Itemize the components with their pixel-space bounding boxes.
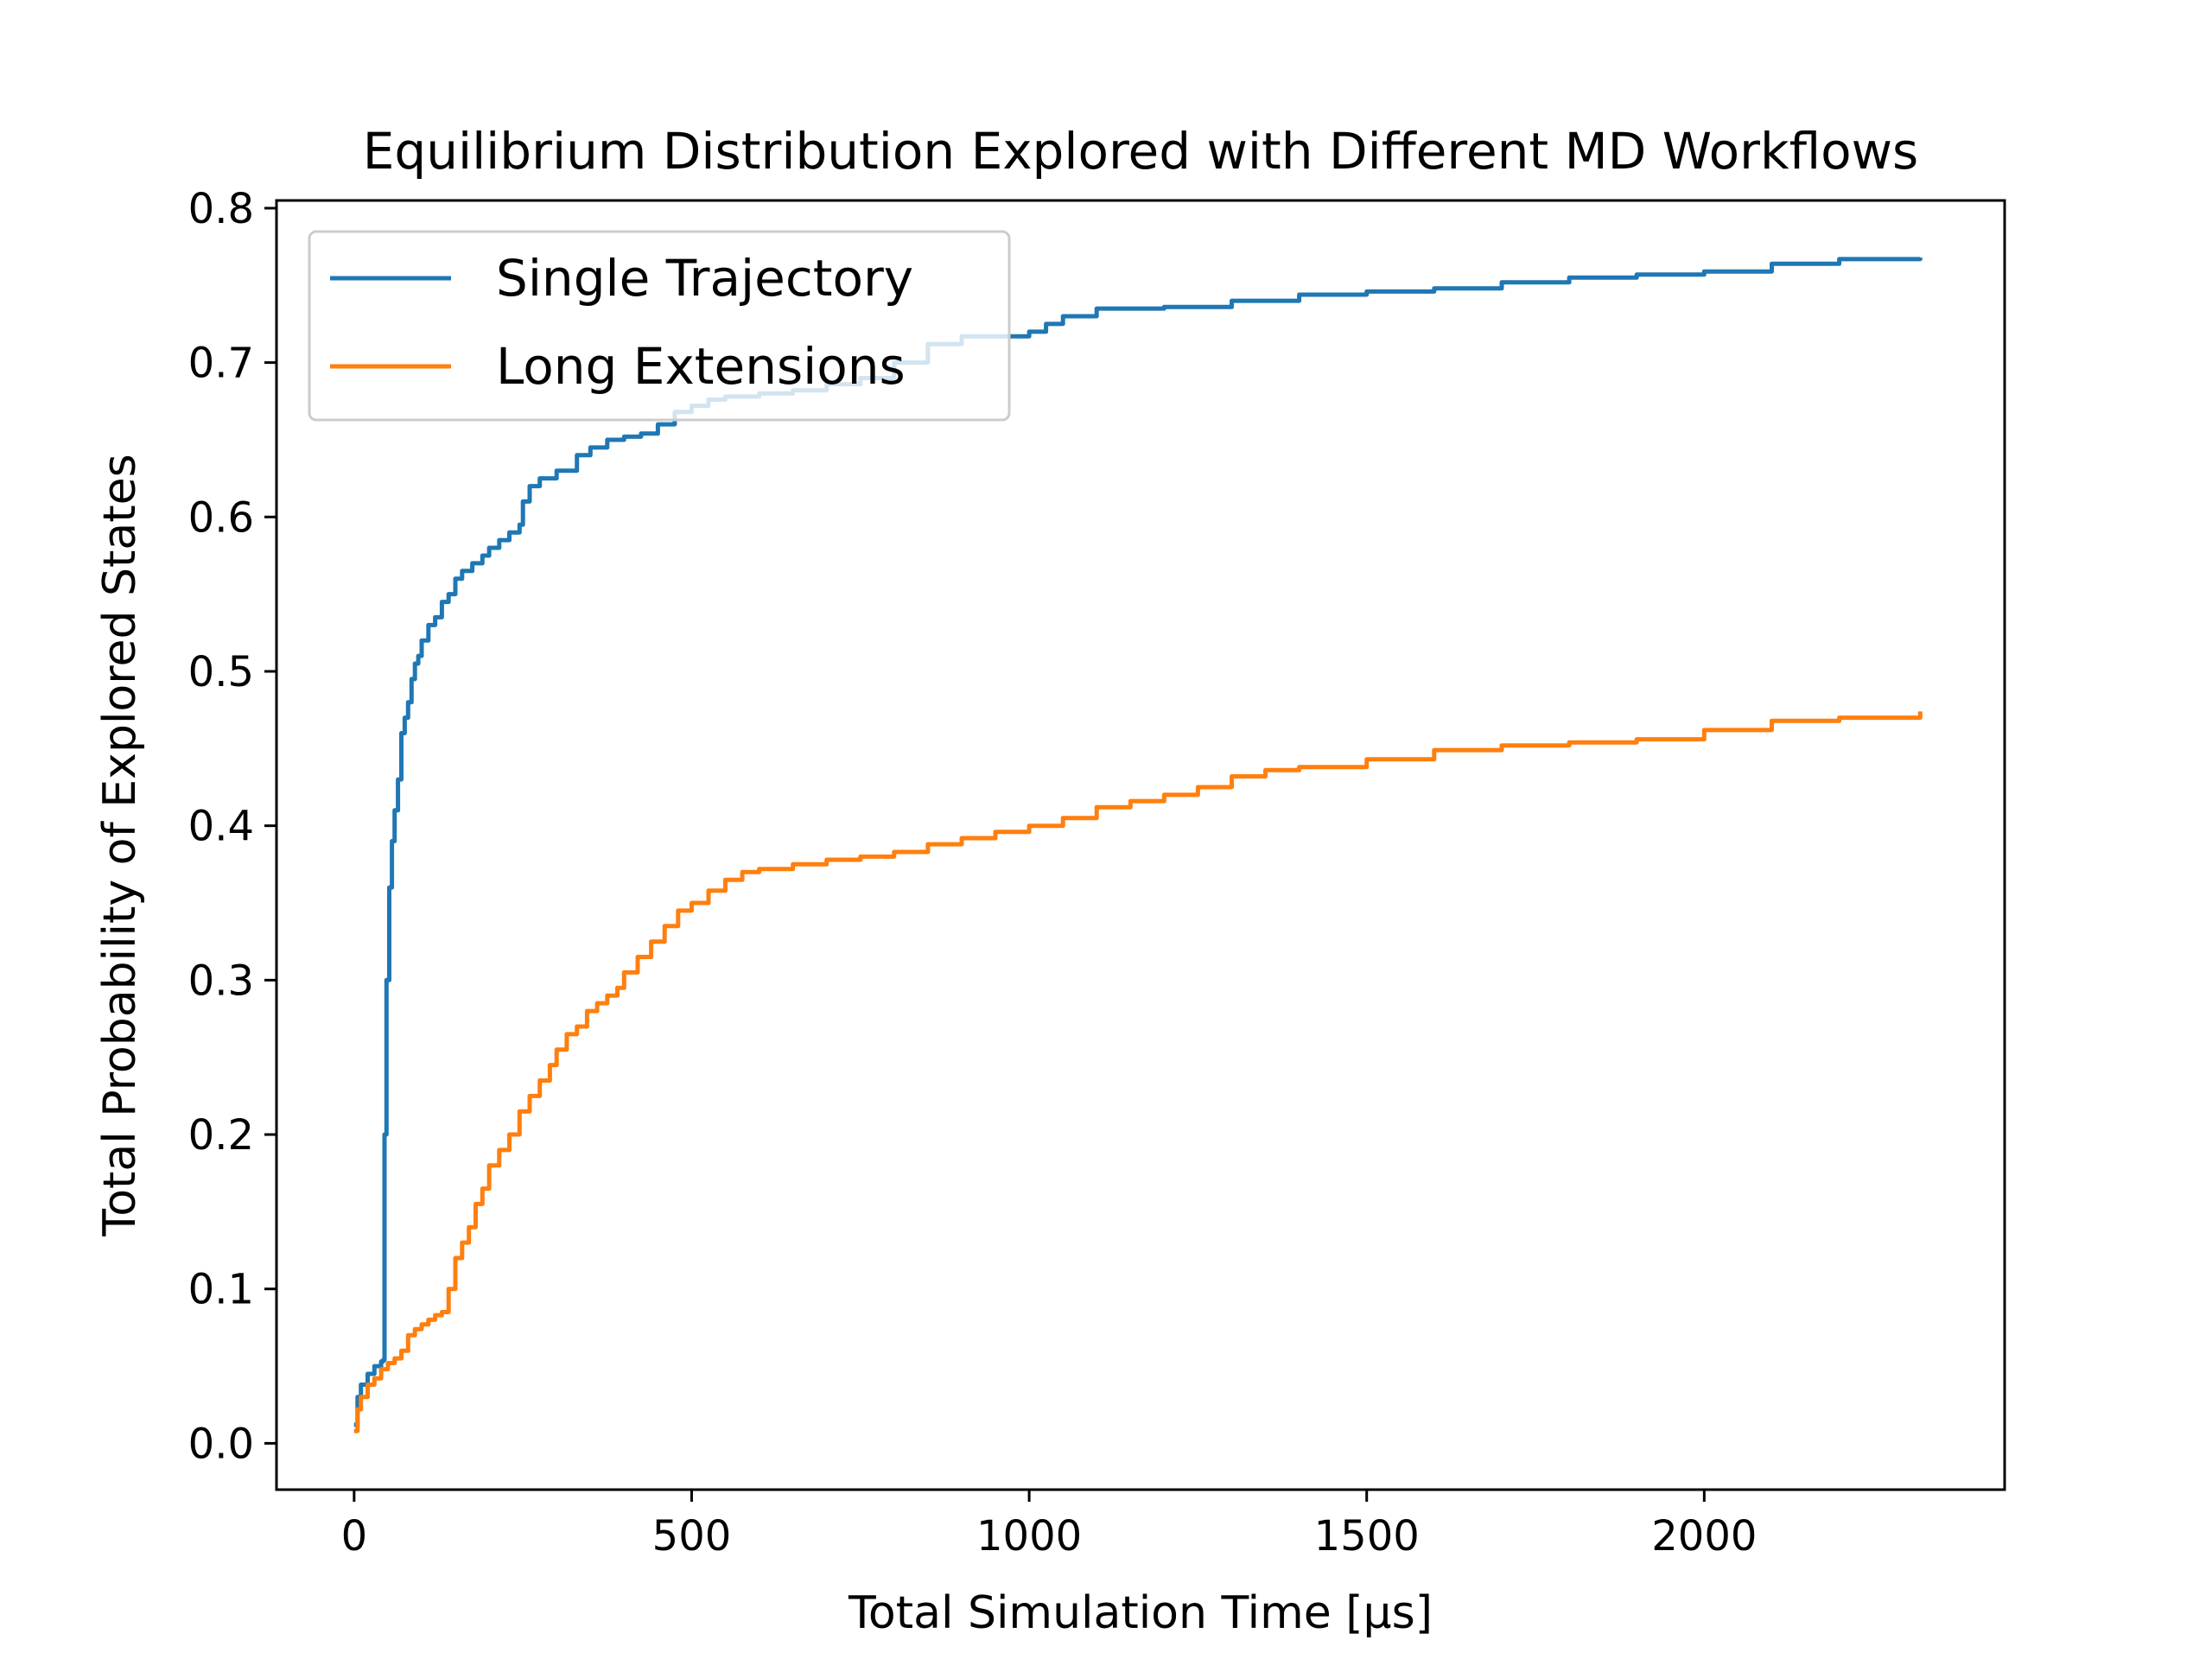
y-tick-label: 0.0 — [188, 1420, 254, 1468]
y-tick-label: 0.2 — [188, 1111, 254, 1160]
legend-label-1: Single Trajectory — [496, 249, 913, 308]
y-tick-label: 0.8 — [188, 185, 254, 233]
y-tick-label: 0.1 — [188, 1266, 254, 1314]
y-axis-ticks: 0.0 0.1 0.2 0.3 0.4 0.5 0.6 0.7 0.8 — [188, 185, 276, 1468]
x-tick-label: 0 — [341, 1512, 368, 1560]
chart-title: Equilibrium Distribution Explored with D… — [363, 122, 1919, 181]
x-axis-label: Total Simulation Time [μs] — [848, 1587, 1433, 1639]
x-tick-label: 500 — [652, 1512, 732, 1560]
y-tick-label: 0.6 — [188, 493, 254, 542]
series-line-1 — [353, 257, 1923, 1427]
x-tick-label: 2000 — [1651, 1512, 1757, 1560]
series-line-2 — [353, 711, 1923, 1433]
x-tick-label: 1000 — [976, 1512, 1082, 1560]
y-tick-label: 0.4 — [188, 803, 254, 851]
plot-area-frame — [275, 199, 2006, 1491]
plot-series-group — [353, 257, 1923, 1433]
legend: Single Trajectory Long Extensions — [308, 230, 1011, 422]
y-tick-label: 0.3 — [188, 957, 254, 1005]
y-tick-label: 0.7 — [188, 340, 254, 388]
x-axis-ticks: 0 500 1000 1500 2000 — [341, 1490, 1757, 1560]
legend-label-2: Long Extensions — [496, 337, 906, 396]
y-tick-label: 0.5 — [188, 648, 254, 696]
y-axis-label: Total Probability of Explored States — [94, 454, 146, 1236]
legend-box — [308, 230, 1011, 422]
x-tick-label: 1500 — [1314, 1512, 1420, 1560]
